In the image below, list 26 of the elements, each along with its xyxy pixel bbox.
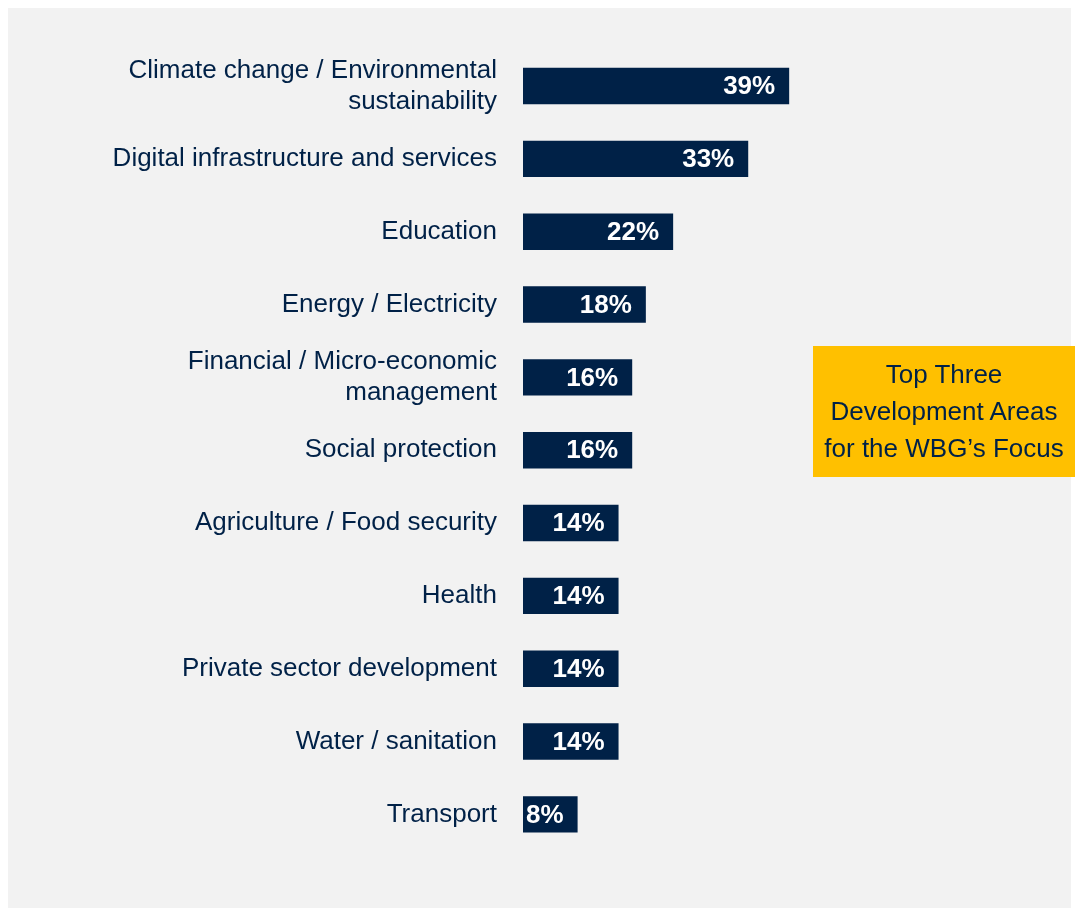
data-label: 33%: [682, 143, 735, 174]
y-tick-label: Social protection: [304, 433, 497, 464]
data-label: 18%: [579, 288, 632, 319]
bar: [523, 67, 790, 105]
data-label: 14%: [552, 580, 605, 611]
data-label: 16%: [566, 361, 619, 392]
data-label: 16%: [566, 434, 619, 465]
bar: [523, 213, 674, 250]
data-label: 14%: [552, 507, 605, 538]
data-label: 22%: [607, 215, 660, 246]
y-tick-label: Financial / Micro-economic management: [187, 344, 498, 407]
data-label: 14%: [552, 652, 605, 683]
y-tick-label: Water / sanitation: [295, 724, 497, 755]
y-tick-label: Digital infrastructure and services: [112, 142, 497, 173]
data-label: 14%: [552, 725, 605, 756]
data-label: 39%: [723, 70, 776, 101]
y-tick-label: Health: [421, 579, 497, 610]
y-tick-label: Energy / Electricity: [281, 287, 497, 318]
y-tick-label: Agriculture / Food security: [194, 506, 497, 537]
y-tick-label: Education: [381, 214, 497, 245]
y-tick-label: Climate change / Environmental sustainability: [128, 53, 497, 115]
y-tick-label: Private sector development: [181, 651, 498, 682]
data-label: 8%: [526, 798, 564, 829]
text: Top Three Development Areas for the WBG’s Focus: [813, 346, 1075, 477]
y-tick-label: Transport: [386, 797, 498, 828]
bar: [523, 140, 749, 178]
